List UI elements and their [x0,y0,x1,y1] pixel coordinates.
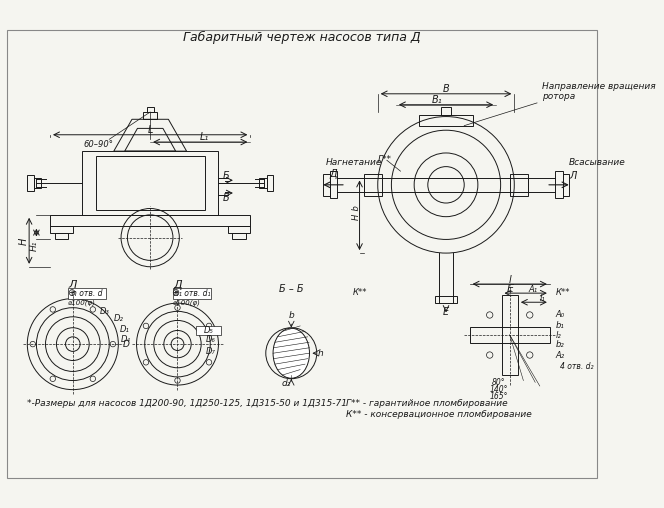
Text: Д: Д [173,280,182,290]
Text: L: L [147,125,153,135]
Text: 4 отв. d₂: 4 отв. d₂ [560,362,594,371]
Bar [173,288,211,299]
Text: L₁: L₁ [200,133,209,142]
Text: B₁: B₁ [432,95,442,105]
Text: Б: Б [222,171,229,181]
Bar [50,226,73,233]
Text: 165°: 165° [489,392,508,401]
Text: E: E [443,307,449,318]
Bar [364,174,382,196]
Text: b₁: b₁ [555,322,564,330]
Text: A₁: A₁ [529,285,538,294]
Text: Б: Б [222,193,229,203]
Bar [232,233,246,239]
Text: Г** - гарантийное пломбирование: Г** - гарантийное пломбирование [346,399,507,408]
Bar [364,177,528,192]
Bar [435,296,457,303]
Bar [267,175,273,191]
Text: 60–90°: 60–90° [83,140,114,149]
Text: 140°: 140° [489,385,508,394]
Text: B: B [443,84,450,94]
Text: Д: Д [329,169,337,179]
Bar [442,108,451,115]
Bar [329,171,337,199]
Text: D₅: D₅ [203,326,213,335]
Bar [469,327,550,343]
Text: D₄: D₄ [120,335,130,344]
Text: n отв. d: n отв. d [72,289,103,298]
Text: ⌀100(φ): ⌀100(φ) [68,300,96,306]
Text: D: D [123,340,129,348]
Bar [34,177,41,188]
Bar [562,174,569,196]
Text: l₂: l₂ [555,331,561,339]
Text: D₆: D₆ [205,335,215,344]
Bar [147,108,154,112]
Bar [323,174,329,196]
Text: Всасывание: Всасывание [569,157,625,167]
Bar [50,215,250,226]
Text: 80°: 80° [492,378,505,387]
Text: h: h [317,348,323,358]
Bar [96,155,205,210]
Text: A₂: A₂ [555,351,564,360]
Text: К**: К** [555,288,570,297]
Text: l₁: l₁ [540,294,545,303]
Text: D₃: D₃ [100,307,110,316]
Bar [555,171,562,199]
Text: ⌀100(φ): ⌀100(φ) [173,300,201,306]
Text: Направление вращения
ротора: Направление вращения ротора [542,82,656,101]
Ellipse shape [273,328,309,378]
Text: d₂: d₂ [282,379,291,388]
Text: К** - консервационное пломбирование: К** - консервационное пломбирование [346,409,532,419]
Text: H_b: H_b [351,204,359,220]
Text: Габаритный чертеж насосов типа Д: Габаритный чертеж насосов типа Д [183,31,421,44]
Text: *-Размеры для насосов 1Д200-90, 1Д250-125, 1Д315-50 и 1Д315-71: *-Размеры для насосов 1Д200-90, 1Д250-12… [27,399,347,408]
Bar [196,326,221,335]
Text: К**: К** [353,288,367,297]
Text: b₂: b₂ [555,340,564,348]
Bar [501,295,518,375]
Bar [82,151,218,215]
Text: H₁: H₁ [30,241,39,251]
Bar [228,226,250,233]
Text: l: l [509,275,511,285]
Bar [143,112,157,119]
Text: D₇: D₇ [205,347,215,356]
Bar [260,177,267,188]
Bar [510,174,528,196]
Text: E: E [506,284,513,295]
Text: ⊕: ⊕ [67,288,75,298]
Text: A₀: A₀ [555,310,564,320]
Text: Б – Б: Б – Б [279,284,303,295]
Bar [27,175,34,191]
Bar [419,115,473,125]
Text: Г**: Г** [378,155,392,164]
Text: b: b [288,311,294,321]
Text: Л: Л [68,280,77,290]
Text: D₁: D₁ [120,325,130,334]
Text: D₂: D₂ [114,314,124,323]
Text: Л: Л [569,171,576,181]
Bar [54,233,68,239]
Text: ⊕: ⊕ [171,288,180,298]
Text: n₁ отв. d₁: n₁ отв. d₁ [174,289,210,298]
Text: H: H [19,238,29,245]
Text: Нагнетание: Нагнетание [326,157,382,167]
Bar [68,288,106,299]
